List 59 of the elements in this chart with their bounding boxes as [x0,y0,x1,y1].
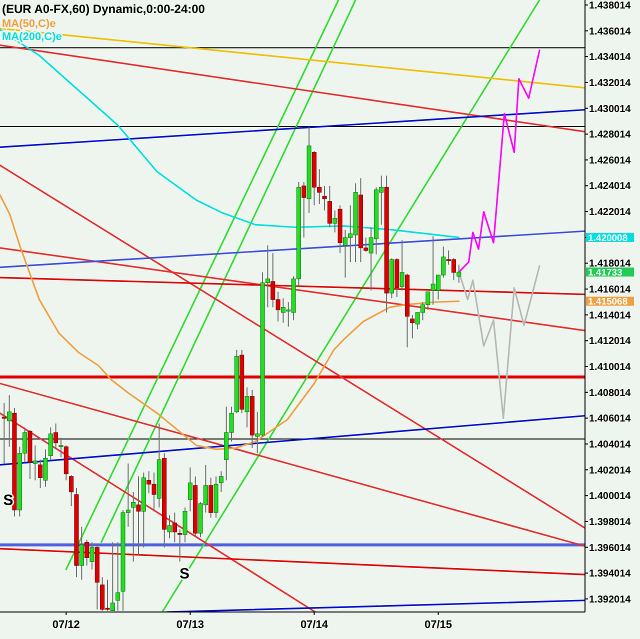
y-tick-label: 1.404014 [589,439,632,450]
candlestick [218,470,224,492]
y-tick-label: 1.412014 [589,336,632,348]
chart-title: (EUR A0-FX,60) Dynamic,0:00-24:00 [2,2,206,16]
y-tick-label: 1.426014 [589,155,632,166]
y-tick-label: 1.414014 [589,310,632,322]
x-tick-label: 07/15 [424,619,452,631]
candlestick [32,444,38,481]
y-tick-label: 1.432014 [589,78,632,89]
candlestick [322,185,327,211]
y-tick-label: 1.394014 [589,568,632,580]
text: 1.41733 [588,268,622,279]
text: MA(50,C)e [2,18,56,30]
y-tick-label: 1.418014 [589,258,632,270]
candlestick [456,264,462,284]
y-tick-label: 1.396014 [589,542,632,554]
candlestick [410,314,415,339]
y-tick-label: 1.406014 [589,414,632,425]
y-tick-label: 1.416014 [589,284,632,296]
y-tick-label: 1.408014 [589,388,632,399]
y-tick-label: 1.410014 [589,362,632,374]
x-tick-label: 07/12 [52,619,80,631]
y-tick-label: 1.436014 [589,26,632,38]
candlestick [244,386,250,428]
candlestick [69,474,74,507]
candlestick [332,210,338,233]
candlestick [7,394,12,448]
candlestick [38,459,43,489]
candlestick [48,426,53,460]
candlestick [167,514,172,539]
candlestick [182,506,188,543]
candlestick [79,526,84,580]
candlestick [2,402,6,464]
y-tick-label: 1.400014 [589,491,632,502]
y-tick-label: 1.428014 [589,130,632,141]
candlestick [54,422,58,450]
candlestick [110,542,115,612]
y-tick-label: 1.438014 [589,0,632,12]
text: 1.420008 [588,232,628,244]
candlestick [302,182,306,238]
candlestick [400,240,404,292]
x-tick-label: 07/13 [176,619,204,631]
y-tick-label: 1.424014 [589,181,632,192]
y-tick-label: 1.398014 [589,516,632,528]
candlestick [131,491,136,562]
y-tick-label: 1.430014 [589,104,632,115]
candlestick [116,542,120,612]
candlestick [327,185,332,228]
x-tick-label: 07/14 [300,619,329,631]
y-tick-label: 1.402014 [589,465,632,476]
y-tick-label: 1.422014 [589,207,632,218]
y-tick-label: 1.392014 [589,594,632,606]
candlestick [43,448,48,488]
y-tick-label: 1.434014 [589,52,632,64]
candlestick [172,512,177,543]
candlestick [58,437,64,458]
candlestick [188,466,192,512]
text: 1.415068 [588,296,628,308]
candlestick [90,542,94,570]
